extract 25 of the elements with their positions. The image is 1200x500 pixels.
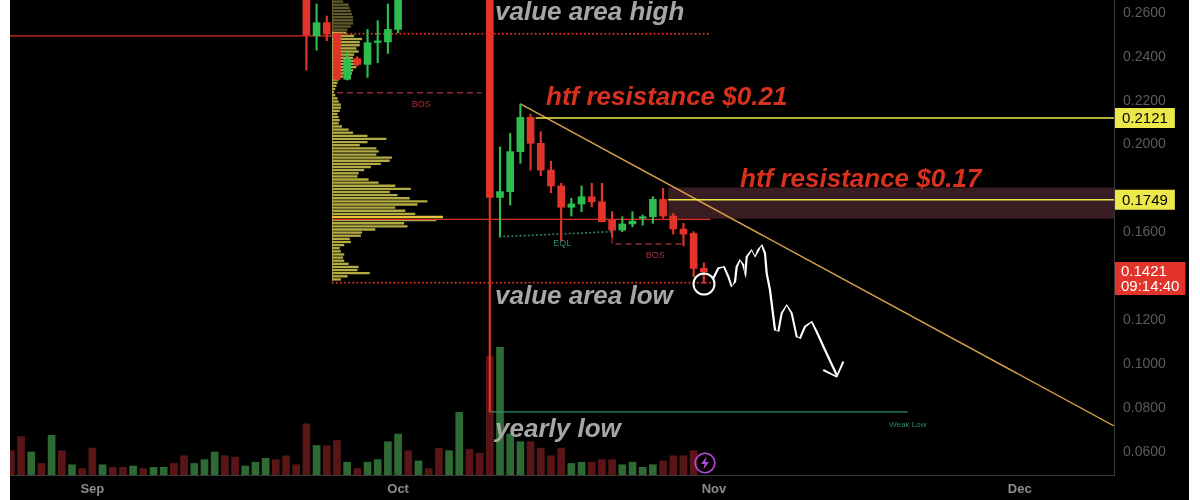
x-tick-label: Oct: [387, 481, 410, 497]
y-tick-label: 0.0600: [1123, 443, 1167, 460]
x-tick-label: Dec: [1007, 481, 1032, 497]
y-tick-label: 0.1200: [1123, 311, 1167, 328]
annotation: value area low: [495, 280, 675, 311]
annotation: BOS: [645, 250, 665, 261]
data-label: 0.1749: [1122, 190, 1168, 208]
text: 0.1421: [1121, 262, 1167, 280]
annotation: Weak Low: [889, 420, 927, 430]
data-label: 0.2121: [1122, 109, 1168, 127]
annotation: htf resistance $0.21: [546, 81, 788, 112]
x-tick-label: Sep: [80, 481, 105, 497]
y-tick-label: 0.1000: [1123, 355, 1167, 372]
annotation: EQL: [553, 238, 572, 249]
annotation: BOS: [411, 99, 431, 110]
x-tick-label: Nov: [701, 481, 728, 497]
y-tick-label: 0.2200: [1123, 91, 1167, 108]
text: 09:14:40: [1121, 277, 1180, 295]
y-tick-label: 0.2600: [1123, 3, 1167, 20]
annotation: value area high: [495, 0, 685, 27]
annotation: htf resistance $0.17: [740, 163, 983, 194]
y-tick-label: 0.0800: [1123, 399, 1167, 416]
y-tick-label: 0.2000: [1123, 135, 1167, 152]
y-tick-label: 0.2400: [1123, 47, 1167, 64]
y-tick-label: 0.1600: [1123, 223, 1167, 240]
